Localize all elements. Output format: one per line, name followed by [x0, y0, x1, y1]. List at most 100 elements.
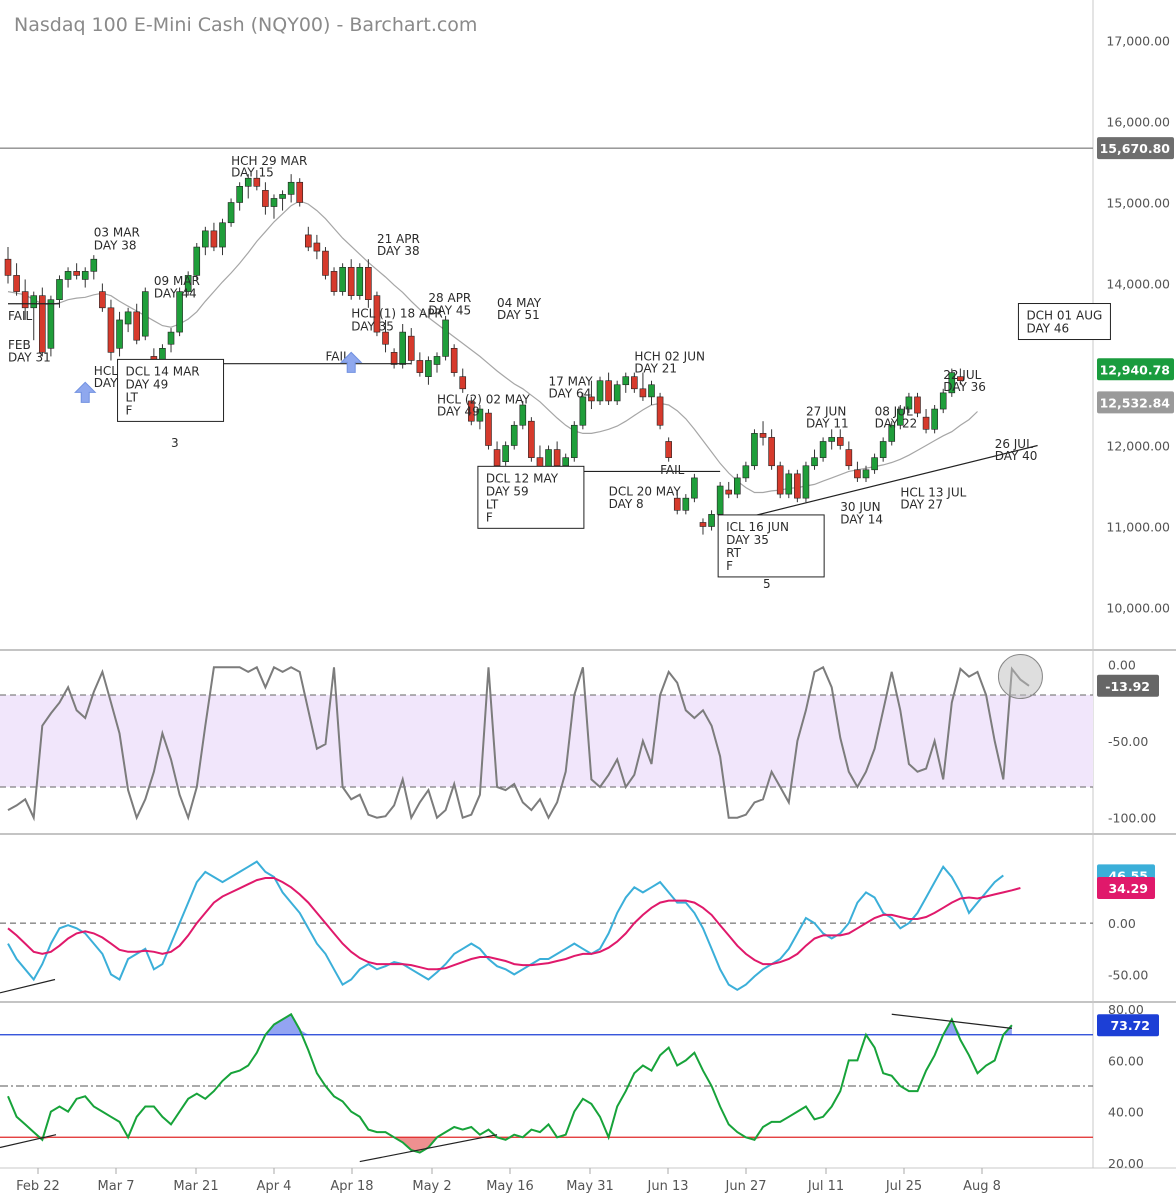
candle-body	[193, 246, 201, 276]
candle-body	[468, 400, 475, 422]
macd-trendline	[0, 978, 56, 994]
price-y-tick: 12,000.00	[1106, 439, 1170, 454]
candle-body	[596, 380, 604, 402]
williams-line	[7, 665, 1030, 822]
price-annotation: DAY 35	[351, 319, 394, 333]
rsi-trendline	[359, 1134, 498, 1163]
x-tick-label: Jun 13	[647, 1179, 689, 1194]
annotation-box	[1017, 303, 1111, 341]
price-annotation: DAY 11	[806, 417, 849, 431]
candle-body	[339, 266, 346, 292]
candle-body	[416, 360, 424, 373]
candle-body	[785, 473, 793, 495]
moving-average-line	[7, 200, 978, 494]
candle-body	[716, 485, 724, 515]
candle-body	[133, 311, 140, 341]
candle-body	[219, 222, 226, 248]
oscillator-band	[0, 694, 1093, 788]
candle-body	[13, 275, 20, 292]
level-badge	[1097, 137, 1174, 160]
x-tick-label: Jul 11	[807, 1179, 844, 1194]
candle-body	[691, 477, 698, 499]
price-annotation: HCH 02 JUN	[634, 349, 705, 363]
candle-body	[476, 408, 484, 422]
candle-body	[21, 291, 29, 309]
candle-body	[751, 433, 758, 467]
candle-body	[656, 396, 664, 426]
candle-body	[30, 295, 38, 309]
price-annotation: DAY 38	[377, 244, 420, 258]
annotation-box	[477, 465, 585, 529]
williams-y-tick: -100.00	[1108, 811, 1156, 826]
candle-body	[184, 275, 192, 292]
candle-body	[450, 347, 458, 373]
candle-body	[382, 331, 389, 345]
candle-body	[425, 360, 432, 377]
price-annotation: DAY 36	[943, 380, 986, 394]
x-tick-label: Aug 8	[963, 1179, 1001, 1194]
price-annotation: HCL (2) 02 MAY	[437, 392, 530, 406]
price-annotation: DAY 22	[875, 417, 918, 431]
candle-body	[330, 271, 338, 292]
candle-body	[742, 465, 750, 479]
price-annotation: 21 APR	[377, 232, 420, 246]
annotation-box-text: DAY 49	[126, 377, 169, 391]
candle-body	[141, 291, 149, 337]
price-badge-text: 12,532.84	[1100, 395, 1171, 410]
x-tick-label: Jul 25	[885, 1179, 922, 1194]
candle-body	[819, 441, 827, 458]
price-annotation: 28 APR	[428, 291, 471, 305]
candle-body	[313, 242, 321, 252]
price-annotation: DCL 20 MAY	[609, 485, 682, 499]
candle-body	[733, 477, 741, 495]
price-annotation: 17 MAY	[549, 375, 594, 389]
price-annotation: 30 JUN	[840, 500, 880, 514]
price-badge	[1097, 391, 1174, 414]
candle-body	[116, 319, 123, 349]
annotation-box-text: F	[486, 510, 493, 524]
annotation-box-text: DAY 35	[726, 533, 769, 547]
candle-body	[854, 469, 861, 479]
candle-body	[202, 230, 209, 248]
up-arrow-icon	[339, 351, 363, 373]
signal-line-badge-text: 34.29	[1108, 881, 1148, 896]
price-annotation: 03 MAR	[94, 226, 140, 240]
candle-body	[442, 319, 449, 357]
candle-body	[287, 181, 295, 195]
rsi-line	[7, 1012, 1013, 1154]
candle-body	[699, 522, 707, 527]
x-tick-label: Jun 27	[725, 1179, 767, 1194]
candle-body	[47, 299, 55, 349]
x-tick-label: May 2	[412, 1179, 451, 1194]
price-annotation: FAIL	[660, 463, 685, 477]
x-tick-label: Mar 21	[173, 1179, 218, 1194]
price-annotation: DAY 8	[609, 497, 644, 511]
price-badge	[1097, 358, 1174, 381]
candle-body	[845, 449, 853, 467]
rsi-y-tick: 80.00	[1108, 1002, 1144, 1017]
candle-body	[39, 295, 46, 353]
rsi-oversold-fill	[8, 1137, 1012, 1153]
candle-body	[802, 465, 810, 499]
candle-body	[871, 457, 878, 471]
williams-y-tick: 0.00	[1108, 657, 1136, 672]
price-y-tick: 11,000.00	[1106, 520, 1170, 535]
macd-line	[7, 860, 1004, 991]
candle-body	[665, 441, 672, 458]
candle-body	[296, 181, 304, 203]
signal-line	[7, 877, 1021, 971]
rsi-trendline	[891, 1013, 1012, 1029]
candle-body	[510, 424, 518, 446]
candle-body	[939, 392, 947, 410]
candle-body	[579, 396, 587, 426]
williams-badge-text: -13.92	[1105, 679, 1150, 694]
price-annotation: FAIL	[8, 309, 33, 323]
williams-y-tick: -50.00	[1108, 734, 1148, 749]
candle-body	[836, 437, 844, 446]
price-annotation: DAY 45	[428, 303, 471, 317]
annotation-box-text: LT	[126, 390, 139, 404]
candle-body	[794, 473, 801, 499]
x-tick-label: Apr 18	[330, 1179, 373, 1194]
candle-body	[210, 230, 218, 248]
